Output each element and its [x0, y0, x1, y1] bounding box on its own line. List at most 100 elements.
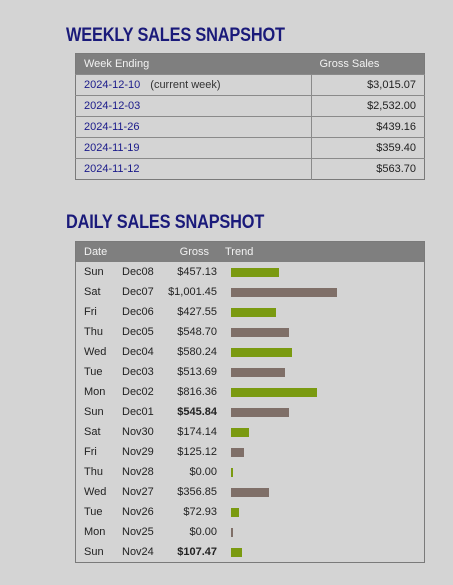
gross-cell: $580.24 [177, 346, 217, 358]
trend-bar [231, 467, 233, 477]
daily-row: Sat Dec07 $1,001.45 [76, 282, 425, 302]
day-of-week-cell: Tue [84, 506, 103, 518]
trend-cell [217, 262, 425, 282]
day-of-week-cell: Sun [84, 546, 104, 558]
date-cell: Dec01 [122, 406, 154, 418]
day-of-week-cell: Fri [84, 446, 97, 458]
gross-cell: $427.55 [177, 306, 217, 318]
trend-cell [217, 362, 425, 382]
trend-cell [217, 322, 425, 342]
day-of-week-cell: Thu [84, 466, 103, 478]
weekly-sales-title: WEEKLY SALES SNAPSHOT [66, 25, 285, 46]
day-of-week-cell: Sat [84, 426, 101, 438]
week-date-link[interactable]: 2024-11-19 [84, 142, 140, 154]
gross-cell: $0.00 [189, 466, 217, 478]
date-cell: Dec08 [122, 266, 154, 278]
daily-sales-title: DAILY SALES SNAPSHOT [66, 212, 265, 233]
day-of-week-cell: Wed [84, 486, 107, 498]
trend-cell [217, 422, 425, 442]
date-cell: Dec04 [122, 346, 154, 358]
weekly-row: 2024-12-03 $2,532.00 [75, 95, 425, 117]
trend-cell [217, 482, 425, 502]
day-of-week-cell: Thu [84, 326, 103, 338]
week-ending-cell: 2024-11-12 [75, 158, 312, 180]
weekly-header-row: Week Ending Gross Sales [75, 53, 425, 75]
daily-row: Thu Nov28 $0.00 [76, 462, 425, 482]
daily-row: Sun Nov24 $107.47 [76, 542, 425, 563]
trend-cell [217, 442, 425, 462]
trend-bar [231, 427, 249, 437]
trend-bar [231, 447, 244, 457]
date-cell: Nov29 [122, 446, 154, 458]
current-week-note: (current week) [150, 79, 221, 91]
weekly-sales-table: Week Ending Gross Sales 2024-12-10 (curre… [75, 53, 425, 180]
daily-row: Sun Dec01 $545.84 [76, 402, 425, 422]
daily-row: Sun Dec08 $457.13 [76, 262, 425, 282]
trend-bar [231, 287, 337, 297]
gross-sales-cell: $439.16 [311, 116, 425, 138]
gross-cell: $107.47 [177, 546, 217, 558]
trend-bar [231, 307, 276, 317]
gross-cell: $0.00 [189, 526, 217, 538]
daily-row: Fri Nov29 $125.12 [76, 442, 425, 462]
weekly-row: 2024-12-10 (current week) $3,015.07 [75, 74, 425, 96]
trend-cell [217, 522, 425, 542]
date-cell: Nov27 [122, 486, 154, 498]
day-of-week-cell: Sun [84, 266, 104, 278]
week-date-link[interactable]: 2024-11-12 [84, 163, 140, 175]
trend-cell [217, 502, 425, 522]
gross-cell: $545.84 [177, 406, 217, 418]
day-of-week-cell: Sun [84, 406, 104, 418]
week-date-link[interactable]: 2024-11-26 [84, 121, 140, 133]
trend-cell [217, 342, 425, 362]
trend-bar [231, 387, 317, 397]
day-of-week-cell: Sat [84, 286, 101, 298]
weekly-row: 2024-11-19 $359.40 [75, 137, 425, 159]
daily-row: Wed Nov27 $356.85 [76, 482, 425, 502]
daily-sales-table: Date Gross Trend Sun Dec08 $457.13 Sat Dec07… [75, 241, 425, 563]
trend-bar [231, 527, 233, 537]
date-cell: Dec06 [122, 306, 154, 318]
weekly-row: 2024-11-26 $439.16 [75, 116, 425, 138]
daily-row: Mon Nov25 $0.00 [76, 522, 425, 542]
daily-row: Tue Nov26 $72.93 [76, 502, 425, 522]
trend-bar [231, 267, 279, 277]
trend-bar [231, 327, 289, 337]
weekly-row: 2024-11-12 $563.70 [75, 158, 425, 180]
date-cell: Nov26 [122, 506, 154, 518]
gross-sales-cell: $3,015.07 [311, 74, 425, 96]
trend-bar [231, 507, 239, 517]
daily-row: Thu Dec05 $548.70 [76, 322, 425, 342]
day-of-week-cell: Tue [84, 366, 103, 378]
trend-bar [231, 407, 289, 417]
daily-row: Sat Nov30 $174.14 [76, 422, 425, 442]
week-ending-header: Week Ending [75, 53, 312, 75]
trend-bar [231, 367, 285, 377]
daily-row: Tue Dec03 $513.69 [76, 362, 425, 382]
trend-bar [231, 487, 269, 497]
gross-sales-cell: $2,532.00 [311, 95, 425, 117]
week-date-link[interactable]: 2024-12-10 [84, 79, 141, 91]
date-cell: Dec03 [122, 366, 154, 378]
gross-cell: $356.85 [177, 486, 217, 498]
gross-sales-cell: $359.40 [311, 137, 425, 159]
date-cell: Nov25 [122, 526, 154, 538]
day-of-week-cell: Mon [84, 386, 106, 398]
gross-cell: $125.12 [177, 446, 217, 458]
trend-bar [231, 547, 242, 557]
day-of-week-cell: Mon [84, 526, 106, 538]
gross-cell: $457.13 [177, 266, 217, 278]
date-header: Date [75, 241, 162, 262]
trend-cell [217, 462, 425, 482]
week-date-link[interactable]: 2024-12-03 [84, 100, 141, 112]
daily-header-row: Date Gross Trend [75, 241, 425, 262]
daily-row: Fri Dec06 $427.55 [76, 302, 425, 322]
day-of-week-cell: Wed [84, 346, 107, 358]
week-ending-cell: 2024-11-19 [75, 137, 312, 159]
trend-cell [217, 282, 425, 302]
date-cell: Dec02 [122, 386, 154, 398]
week-ending-cell: 2024-12-10 (current week) [75, 74, 312, 96]
date-cell: Dec07 [122, 286, 154, 298]
gross-cell: $816.36 [177, 386, 217, 398]
gross-cell: $1,001.45 [168, 286, 217, 298]
